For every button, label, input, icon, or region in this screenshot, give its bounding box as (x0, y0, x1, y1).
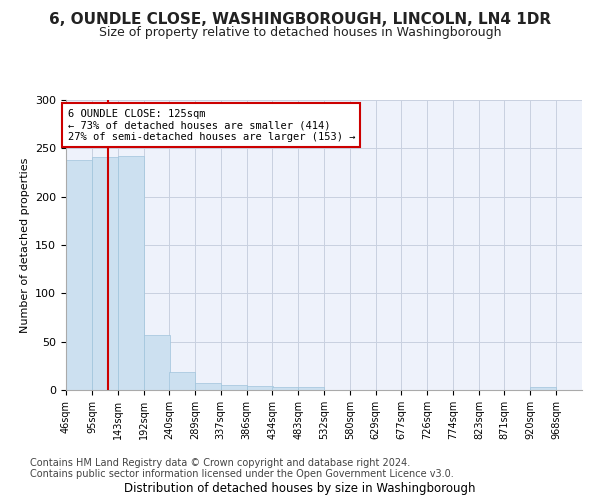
Text: Contains HM Land Registry data © Crown copyright and database right 2024.
Contai: Contains HM Land Registry data © Crown c… (30, 458, 454, 479)
Bar (221, 385, 247, 390)
Bar (530, 387, 556, 390)
Bar (195, 383, 221, 390)
Text: 6 OUNDLE CLOSE: 125sqm
← 73% of detached houses are smaller (414)
27% of semi-de: 6 OUNDLE CLOSE: 125sqm ← 73% of detached… (68, 108, 355, 142)
Text: Distribution of detached houses by size in Washingborough: Distribution of detached houses by size … (124, 482, 476, 495)
Y-axis label: Number of detached properties: Number of detached properties (20, 158, 29, 332)
Bar (66, 160, 92, 390)
Bar (118, 156, 143, 390)
Bar (169, 372, 195, 390)
Bar (247, 386, 273, 390)
Text: Size of property relative to detached houses in Washingborough: Size of property relative to detached ho… (99, 26, 501, 39)
Bar (298, 387, 324, 390)
Text: 6, OUNDLE CLOSE, WASHINGBOROUGH, LINCOLN, LN4 1DR: 6, OUNDLE CLOSE, WASHINGBOROUGH, LINCOLN… (49, 12, 551, 28)
Bar (272, 387, 298, 390)
Bar (143, 335, 170, 390)
Bar (92, 157, 118, 390)
